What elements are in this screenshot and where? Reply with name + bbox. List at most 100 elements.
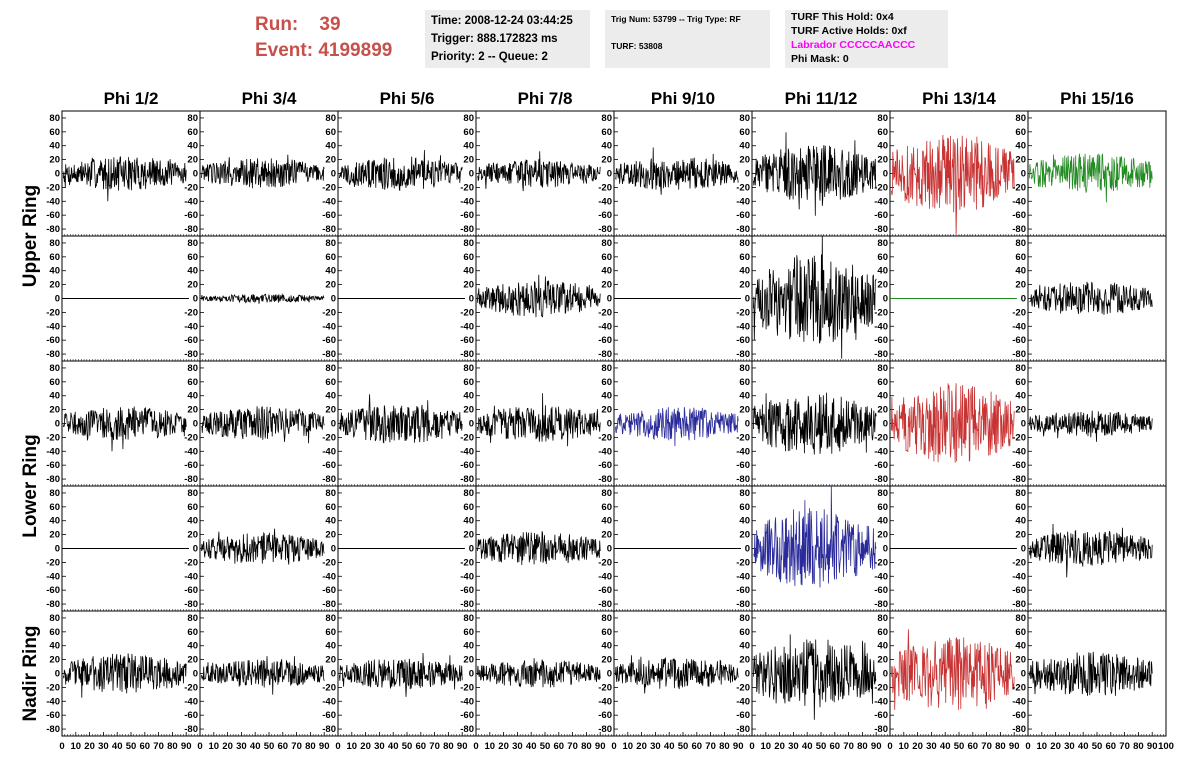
y-tick-label: -40	[184, 571, 198, 582]
y-tick-label: 20	[1015, 655, 1026, 666]
waveform-line	[1029, 523, 1153, 578]
y-tick-label: -40	[736, 571, 750, 582]
x-tick-label: 60	[968, 741, 979, 752]
y-tick-label: 40	[187, 266, 198, 277]
y-tick-label: 80	[877, 613, 888, 624]
x-tick-label: 20	[498, 741, 509, 752]
y-tick-label: 20	[739, 280, 750, 291]
y-tick-label: 20	[325, 280, 336, 291]
y-tick-label: 20	[601, 530, 612, 541]
y-tick-label: 0	[469, 544, 474, 555]
column-label: Phi 9/10	[651, 89, 715, 108]
y-tick-label: 0	[55, 169, 60, 180]
y-tick-label: -80	[1012, 599, 1026, 610]
y-tick-label: 60	[739, 252, 750, 263]
y-tick-label: 40	[463, 391, 474, 402]
event-row: Event: 4199899	[255, 38, 392, 64]
y-tick-label: 0	[469, 169, 474, 180]
y-tick-label: -80	[874, 474, 888, 485]
x-tick-label: 10	[71, 741, 82, 752]
y-tick-label: 60	[49, 377, 60, 388]
y-tick-label: -60	[46, 710, 60, 721]
x-tick-label: 0	[611, 741, 616, 752]
y-tick-label: -20	[184, 682, 198, 693]
y-tick-label: 20	[739, 530, 750, 541]
y-tick-label: -20	[46, 557, 60, 568]
y-tick-label: 60	[463, 252, 474, 263]
y-tick-label: -60	[874, 460, 888, 471]
y-tick-label: 60	[187, 502, 198, 513]
y-tick-label: -20	[322, 682, 336, 693]
y-tick-label: -80	[46, 599, 60, 610]
waveform-line	[891, 134, 1015, 237]
y-tick-label: -60	[598, 210, 612, 221]
x-tick-label: 40	[526, 741, 537, 752]
y-tick-label: 40	[877, 516, 888, 527]
x-tick-label: 80	[443, 741, 454, 752]
y-tick-label: -40	[1012, 571, 1026, 582]
y-tick-label: -80	[322, 724, 336, 735]
y-tick-label: -60	[46, 210, 60, 221]
waveform-line	[339, 652, 463, 697]
y-tick-label: 40	[49, 516, 60, 527]
waveform-line	[339, 394, 463, 444]
y-tick-label: 60	[877, 377, 888, 388]
y-tick-label: -60	[874, 335, 888, 346]
y-tick-label: 40	[877, 641, 888, 652]
y-tick-label: -20	[46, 682, 60, 693]
y-tick-label: -80	[184, 349, 198, 360]
y-tick-label: 60	[877, 502, 888, 513]
waveform-line	[63, 406, 187, 452]
y-tick-label: 80	[739, 238, 750, 249]
y-tick-label: 20	[187, 155, 198, 166]
y-tick-label: -80	[322, 599, 336, 610]
x-tick-label: 20	[774, 741, 785, 752]
y-tick-label: 40	[187, 141, 198, 152]
y-tick-label: 40	[187, 391, 198, 402]
column-label: Phi 5/6	[380, 89, 435, 108]
y-tick-label: -40	[736, 446, 750, 457]
y-tick-label: 0	[607, 419, 612, 430]
x-tick-label: 50	[264, 741, 275, 752]
x-tick-label: 50	[678, 741, 689, 752]
x-tick-label: 0	[197, 741, 202, 752]
y-tick-label: -80	[322, 474, 336, 485]
y-tick-label: -20	[460, 432, 474, 443]
x-tick-label: 10	[761, 741, 772, 752]
column-label: Phi 15/16	[1060, 89, 1134, 108]
y-tick-label: 0	[883, 544, 888, 555]
waveform-line	[891, 383, 1015, 463]
y-tick-label: 80	[187, 488, 198, 499]
y-tick-label: -60	[46, 460, 60, 471]
y-tick-label: 60	[463, 377, 474, 388]
y-tick-label: -60	[1012, 585, 1026, 596]
waveform-line	[615, 147, 739, 195]
y-tick-label: 80	[877, 488, 888, 499]
y-tick-label: 60	[877, 127, 888, 138]
y-tick-label: -20	[460, 557, 474, 568]
y-tick-label: 0	[55, 669, 60, 680]
y-tick-label: 80	[463, 238, 474, 249]
y-tick-label: -60	[460, 710, 474, 721]
y-tick-label: -20	[46, 182, 60, 193]
y-tick-label: 40	[601, 141, 612, 152]
x-tick-label: 50	[1092, 741, 1103, 752]
y-tick-label: -40	[460, 321, 474, 332]
y-tick-label: 40	[325, 516, 336, 527]
x-tick-label: 0	[887, 741, 892, 752]
y-tick-label: -20	[460, 682, 474, 693]
y-tick-label: 20	[187, 280, 198, 291]
y-tick-label: -20	[598, 307, 612, 318]
y-tick-label: -80	[46, 349, 60, 360]
x-tick-label: 30	[512, 741, 523, 752]
ring-label: Nadir Ring	[20, 625, 41, 721]
y-tick-label: 60	[739, 127, 750, 138]
y-tick-label: -60	[322, 335, 336, 346]
y-tick-label: -60	[46, 585, 60, 596]
y-tick-label: 40	[325, 391, 336, 402]
waveform-line	[753, 235, 877, 359]
y-tick-label: -80	[736, 224, 750, 235]
phi-mask-line: Phi Mask: 0	[791, 53, 849, 65]
y-tick-label: 20	[877, 280, 888, 291]
x-tick-label: 90	[1009, 741, 1020, 752]
